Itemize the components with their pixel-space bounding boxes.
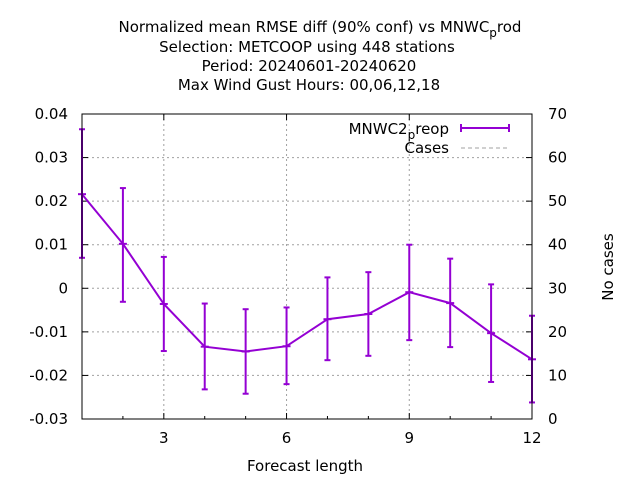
x-tick-label: 6 <box>282 429 292 447</box>
y-tick-label: 0.01 <box>35 236 68 254</box>
y2-tick-label: 40 <box>548 236 567 254</box>
y2-tick-label: 20 <box>548 323 567 341</box>
y-tick-label: 0 <box>58 279 68 297</box>
chart-title: Normalized mean RMSE diff (90% conf) vs … <box>119 18 522 94</box>
y2-tick-label: 10 <box>548 366 567 384</box>
x-tick-label: 3 <box>159 429 169 447</box>
y2-tick-label: 70 <box>548 105 567 123</box>
y2-tick-label: 50 <box>548 192 567 210</box>
title-line-2: Selection: METCOOP using 448 stations <box>159 38 455 56</box>
series-line-mnwc2 <box>81 193 533 361</box>
title-line-3: Period: 20240601-20240620 <box>202 57 417 75</box>
x-tick-label: 12 <box>522 429 541 447</box>
title-line-1: Normalized mean RMSE diff (90% conf) vs … <box>119 18 522 40</box>
legend-label-mnwc2: MNWC2preop <box>349 120 449 142</box>
y-tick-label: -0.03 <box>29 410 68 428</box>
grid <box>82 114 532 419</box>
y2-tick-label: 30 <box>548 279 567 297</box>
axis-ticks: -0.03 -0.02 -0.01 0 0.01 0.02 0.03 0.04 0 10 20 30 4… <box>29 105 567 447</box>
y-tick-label: -0.01 <box>29 323 68 341</box>
y2-axis-label: No cases <box>599 233 617 301</box>
y-tick-label: -0.02 <box>29 366 68 384</box>
x-tick-label: 9 <box>404 429 414 447</box>
x-axis-label: Forecast length <box>247 457 363 475</box>
y-tick-label: 0.04 <box>35 105 68 123</box>
legend-label-cases: Cases <box>404 139 449 157</box>
legend-sample-mnwc2 <box>460 124 510 132</box>
y2-tick-label: 60 <box>548 149 567 167</box>
y2-tick-label: 0 <box>548 410 558 428</box>
series-layer <box>78 128 536 404</box>
title-line-4: Max Wind Gust Hours: 00,06,12,18 <box>178 76 440 94</box>
plot-frame <box>81 113 533 420</box>
y-tick-label: 0.02 <box>35 192 68 210</box>
y-tick-label: 0.03 <box>35 149 68 167</box>
legend: MNWC2preop Cases <box>349 120 510 157</box>
